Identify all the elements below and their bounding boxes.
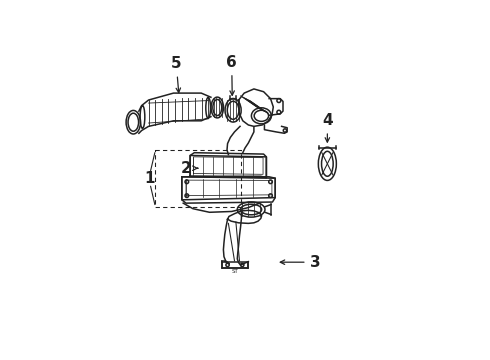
Text: 1: 1 bbox=[145, 171, 155, 186]
Text: ST: ST bbox=[232, 269, 239, 274]
Text: 6: 6 bbox=[226, 55, 237, 95]
Text: 5: 5 bbox=[171, 57, 182, 93]
Text: 4: 4 bbox=[322, 113, 333, 142]
Text: 2: 2 bbox=[181, 161, 197, 176]
Text: 3: 3 bbox=[280, 255, 320, 270]
